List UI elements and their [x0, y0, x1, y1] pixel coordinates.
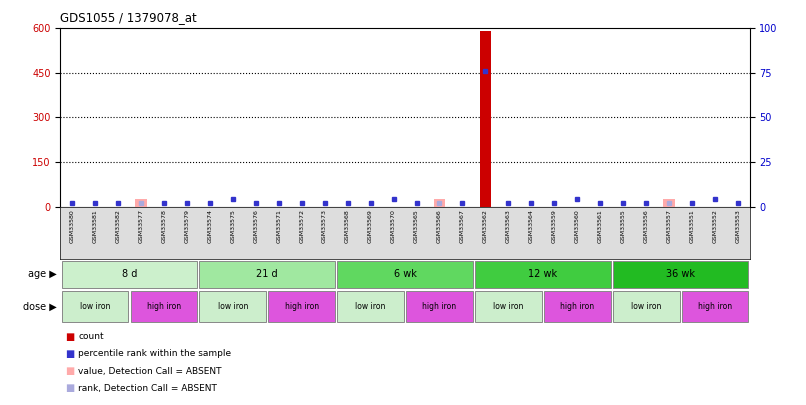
Text: 6 wk: 6 wk — [393, 269, 417, 279]
Text: 36 wk: 36 wk — [667, 269, 695, 279]
Text: ■: ■ — [65, 366, 75, 376]
Text: low iron: low iron — [631, 302, 662, 311]
Bar — [480, 31, 491, 207]
Text: GSM33565: GSM33565 — [414, 209, 419, 243]
Bar — [663, 199, 675, 207]
Bar — [682, 291, 749, 322]
Bar — [613, 261, 749, 288]
Text: GSM33561: GSM33561 — [598, 209, 603, 243]
Bar — [268, 291, 335, 322]
Bar — [434, 199, 445, 207]
Text: GSM33576: GSM33576 — [253, 209, 258, 243]
Text: GSM33573: GSM33573 — [322, 209, 327, 243]
Text: ■: ■ — [65, 349, 75, 359]
Text: GSM33578: GSM33578 — [161, 209, 166, 243]
Text: GSM33552: GSM33552 — [713, 209, 717, 243]
Text: low iron: low iron — [355, 302, 386, 311]
Text: GSM33562: GSM33562 — [483, 209, 488, 243]
Bar — [613, 291, 679, 322]
Bar — [475, 291, 542, 322]
Text: GSM33569: GSM33569 — [368, 209, 373, 243]
Bar — [131, 291, 197, 322]
Text: 12 wk: 12 wk — [528, 269, 558, 279]
Text: GSM33567: GSM33567 — [460, 209, 465, 243]
Text: low iron: low iron — [493, 302, 524, 311]
Text: count: count — [78, 332, 104, 341]
Bar — [135, 199, 147, 207]
Text: dose ▶: dose ▶ — [23, 302, 56, 312]
Text: GSM33563: GSM33563 — [506, 209, 511, 243]
Text: GSM33555: GSM33555 — [621, 209, 625, 243]
Text: high iron: high iron — [285, 302, 318, 311]
Text: low iron: low iron — [218, 302, 248, 311]
Text: GSM33571: GSM33571 — [276, 209, 281, 243]
Text: GSM33560: GSM33560 — [575, 209, 580, 243]
Text: GSM33582: GSM33582 — [115, 209, 120, 243]
Bar — [199, 291, 266, 322]
Bar — [337, 291, 404, 322]
Text: GSM33566: GSM33566 — [437, 209, 442, 243]
Text: 21 d: 21 d — [256, 269, 278, 279]
Text: GSM33574: GSM33574 — [207, 209, 212, 243]
Text: value, Detection Call = ABSENT: value, Detection Call = ABSENT — [78, 367, 222, 375]
Text: high iron: high iron — [560, 302, 594, 311]
Text: GSM33553: GSM33553 — [736, 209, 741, 243]
Text: GDS1055 / 1379078_at: GDS1055 / 1379078_at — [60, 11, 197, 24]
Bar — [61, 261, 197, 288]
Text: high iron: high iron — [422, 302, 456, 311]
Text: ■: ■ — [65, 383, 75, 393]
Text: GSM33579: GSM33579 — [185, 209, 189, 243]
Bar — [544, 291, 611, 322]
Text: age ▶: age ▶ — [27, 269, 56, 279]
Text: GSM33551: GSM33551 — [690, 209, 695, 243]
Text: GSM33556: GSM33556 — [644, 209, 649, 243]
Text: high iron: high iron — [698, 302, 732, 311]
Bar — [406, 291, 473, 322]
Text: high iron: high iron — [147, 302, 181, 311]
Text: percentile rank within the sample: percentile rank within the sample — [78, 350, 231, 358]
Bar — [199, 261, 335, 288]
Text: GSM33564: GSM33564 — [529, 209, 534, 243]
Text: GSM33557: GSM33557 — [667, 209, 671, 243]
Text: ■: ■ — [65, 332, 75, 342]
Text: 8 d: 8 d — [122, 269, 137, 279]
Text: GSM33577: GSM33577 — [139, 209, 143, 243]
Bar — [475, 261, 611, 288]
Text: GSM33581: GSM33581 — [93, 209, 98, 243]
Bar — [337, 261, 473, 288]
Bar — [61, 291, 128, 322]
Text: low iron: low iron — [80, 302, 110, 311]
Text: GSM33559: GSM33559 — [552, 209, 557, 243]
Text: GSM33568: GSM33568 — [345, 209, 350, 243]
Text: GSM33570: GSM33570 — [391, 209, 396, 243]
Text: GSM33575: GSM33575 — [231, 209, 235, 243]
Text: GSM33580: GSM33580 — [69, 209, 74, 243]
Text: rank, Detection Call = ABSENT: rank, Detection Call = ABSENT — [78, 384, 217, 393]
Text: GSM33572: GSM33572 — [299, 209, 304, 243]
